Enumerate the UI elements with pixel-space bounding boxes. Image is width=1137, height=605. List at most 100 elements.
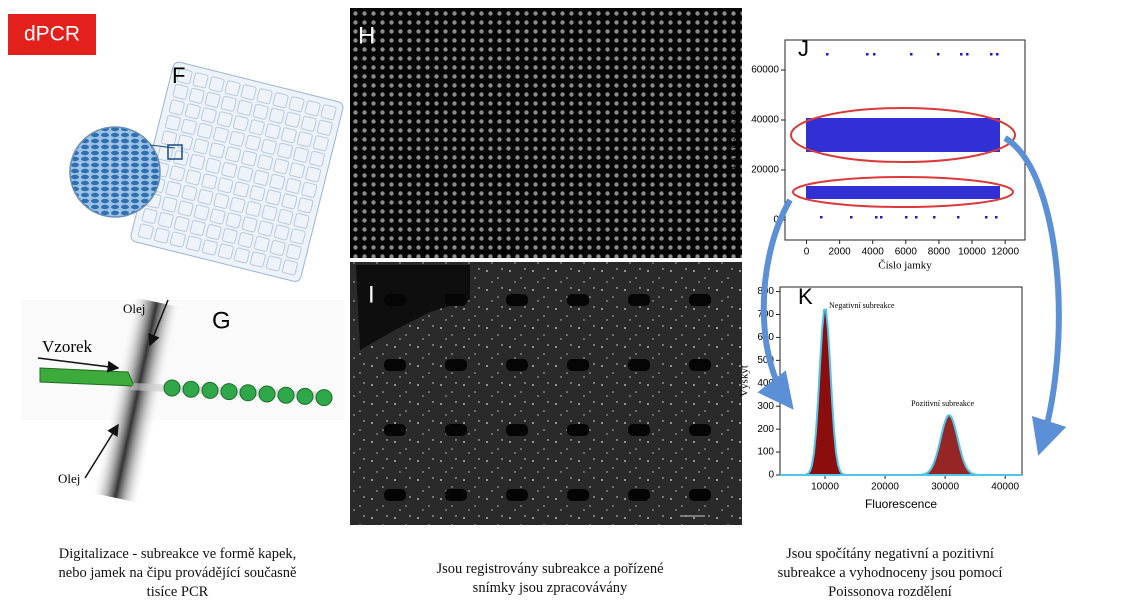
arrow (764, 200, 790, 405)
x-tick-label: 4000 (862, 247, 885, 258)
droplet (316, 390, 332, 406)
well (689, 294, 711, 306)
outlier-dot (960, 53, 963, 56)
y-axis-label: Výskyt (739, 365, 751, 397)
well (567, 424, 589, 436)
annotation: Negativní subreakce (829, 301, 895, 310)
x-tick-label: 40000 (991, 482, 1019, 493)
x-axis-label: Číslo jamky (878, 260, 932, 272)
y-tick-label: 0 (768, 470, 774, 481)
well (506, 489, 528, 501)
panel-label: H (358, 22, 375, 49)
x-tick-label: 2000 (828, 247, 851, 258)
caption-line: Jsou spočítány negativní a pozitivní (745, 545, 1035, 564)
figure: dPCR F Olej Vzorek Olej G H I J K 020004… (0, 0, 1137, 605)
droplet (278, 387, 294, 403)
well (689, 489, 711, 501)
well (445, 489, 467, 501)
label-sample: Vzorek (42, 337, 93, 356)
y-tick-label: 300 (757, 401, 774, 412)
outlier-dot (915, 216, 918, 219)
x-tick-label: 10000 (811, 482, 839, 493)
well (628, 424, 650, 436)
outlier-dot (937, 53, 940, 56)
x-tick-label: 6000 (895, 247, 918, 258)
droplet (164, 380, 180, 396)
outlier-dot (995, 216, 998, 219)
well (445, 359, 467, 371)
y-tick-label: 100 (757, 447, 774, 458)
outlier-dot (990, 53, 993, 56)
caption-line: Jsou registrovány subreakce a pořízené (355, 560, 745, 579)
arrow (1005, 138, 1059, 450)
droplet (221, 384, 237, 400)
outlier-dot (910, 53, 913, 56)
histogram-area (780, 310, 1022, 475)
y-tick-label: 40000 (751, 115, 779, 126)
well (567, 359, 589, 371)
outlier-dot (985, 216, 988, 219)
outlier-dot (820, 216, 823, 219)
well (506, 294, 528, 306)
well (384, 489, 406, 501)
panel-label: F (172, 63, 185, 88)
outlier-dot (966, 53, 969, 56)
y-tick-label: 20000 (751, 165, 779, 176)
outlier-dot (880, 216, 883, 219)
outlier-dot (905, 216, 908, 219)
label-oil: Olej (58, 471, 80, 486)
well (506, 424, 528, 436)
caption: Jsou spočítány negativní a pozitivnísubr… (745, 545, 1035, 602)
outlier-dot (933, 216, 936, 219)
x-tick-label: 0 (804, 247, 810, 258)
annotation: Pozitivní subreakce (911, 399, 974, 408)
panel-label: I (368, 281, 375, 308)
well (689, 424, 711, 436)
badge-text: dPCR (24, 23, 80, 46)
droplet (259, 386, 275, 402)
caption: Digitalizace - subreakce ve formě kapek,… (10, 545, 345, 602)
well (567, 294, 589, 306)
outlier-dot (875, 216, 878, 219)
caption-line: Poissonova rozdělení (745, 583, 1035, 602)
outlier-dot (996, 53, 999, 56)
y-tick-label: 200 (757, 424, 774, 435)
image-h (350, 8, 742, 258)
panel-label: K (798, 284, 813, 309)
droplet (297, 388, 313, 404)
x-tick-label: 12000 (991, 247, 1019, 258)
scatter-band (806, 186, 1000, 199)
y-axis-label: Fluorescence (729, 111, 741, 169)
figure-canvas: dPCR F Olej Vzorek Olej G H I J K 020004… (0, 0, 1137, 605)
droplet (202, 382, 218, 398)
outlier-dot (873, 53, 876, 56)
x-tick-label: 30000 (931, 482, 959, 493)
caption-line: nebo jamek na čipu provádějící současně (10, 564, 345, 583)
well (628, 294, 650, 306)
outlier-dot (850, 216, 853, 219)
caption-line: tisíce PCR (10, 583, 345, 602)
well (384, 294, 406, 306)
y-tick-label: 60000 (751, 65, 779, 76)
plate-illustration (70, 61, 344, 283)
outlier-dot (957, 216, 960, 219)
droplet (240, 385, 256, 401)
well (445, 294, 467, 306)
x-tick-label: 10000 (958, 247, 986, 258)
well (506, 359, 528, 371)
droplet (183, 381, 199, 397)
scatter-band (806, 118, 1000, 152)
well (384, 424, 406, 436)
outlier-dot (866, 53, 869, 56)
label-oil: Olej (123, 301, 145, 316)
caption-line: subreakce a vyhodnoceny jsou pomocí (745, 564, 1035, 583)
caption-line: snímky jsou zpracovávány (355, 579, 745, 598)
y-tick-label: 400 (757, 378, 774, 389)
panel-label: G (212, 307, 231, 334)
well (689, 359, 711, 371)
well (628, 489, 650, 501)
well (567, 489, 589, 501)
outlier-dot (826, 53, 829, 56)
